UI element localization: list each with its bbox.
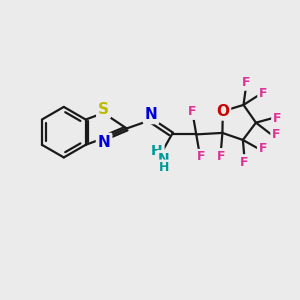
Text: O: O	[216, 104, 229, 119]
Text: H: H	[159, 161, 169, 174]
Text: F: F	[217, 150, 225, 163]
Text: N: N	[145, 107, 158, 122]
Text: F: F	[196, 151, 205, 164]
Text: S: S	[98, 102, 109, 117]
Text: F: F	[188, 105, 196, 118]
Text: F: F	[259, 142, 267, 155]
Text: N: N	[158, 152, 170, 166]
Text: F: F	[259, 87, 267, 101]
Text: F: F	[242, 76, 250, 89]
Text: F: F	[272, 128, 280, 141]
Text: F: F	[273, 112, 281, 125]
Text: F: F	[240, 156, 249, 169]
Text: H: H	[151, 144, 163, 158]
Text: N: N	[98, 135, 110, 150]
